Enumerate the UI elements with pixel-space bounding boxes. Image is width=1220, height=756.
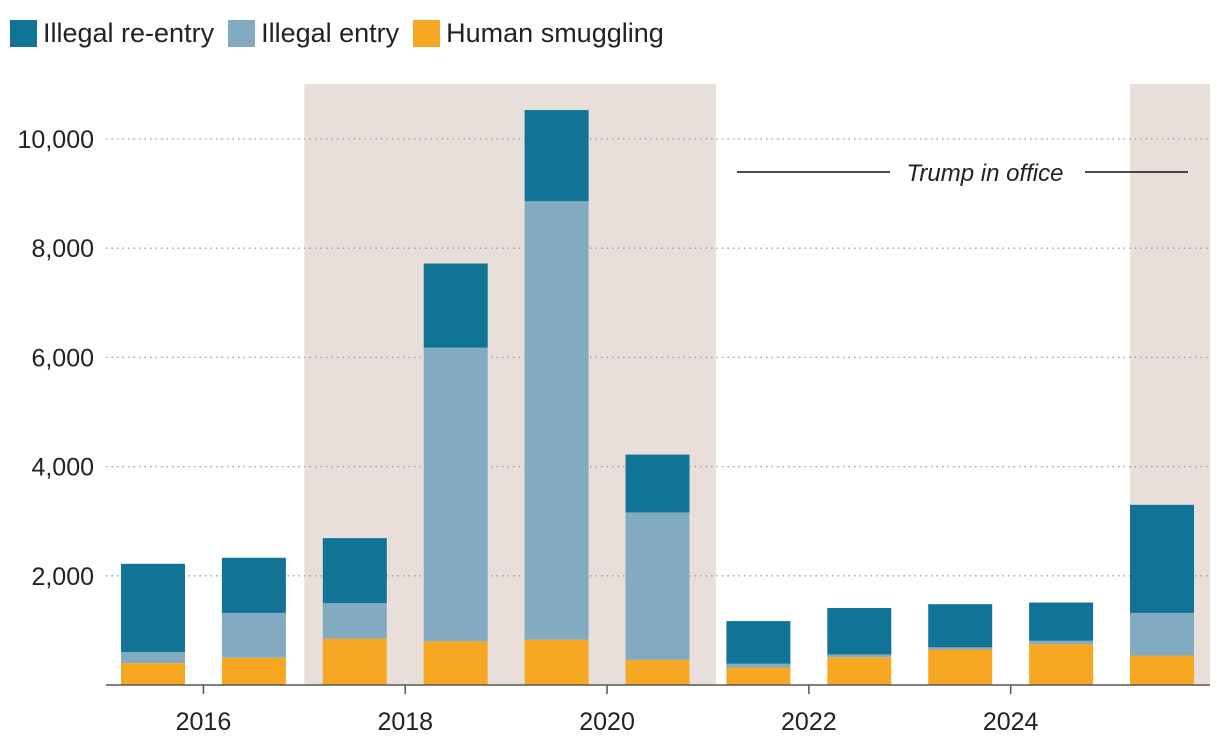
bar-segment-human-smuggling: [121, 663, 185, 685]
legend-label-illegal-entry: Illegal entry: [261, 18, 400, 48]
bar-segment-human-smuggling: [1130, 655, 1194, 685]
bar-segment-illegal-entry: [322, 603, 387, 639]
bar-segment-illegal-re-entry: [928, 604, 993, 648]
x-tick-label: 2022: [781, 708, 837, 736]
bar-segment-human-smuggling: [1029, 644, 1094, 685]
x-tick-label: 2020: [579, 708, 635, 736]
bar-segment-illegal-entry: [827, 654, 892, 658]
y-tick-label: 8,000: [31, 235, 94, 263]
bar-segment-human-smuggling: [423, 641, 488, 685]
annotation-text: Trump in office: [907, 160, 1064, 187]
bar-segment-illegal-re-entry: [827, 608, 892, 655]
legend-item-illegal-reentry: Illegal re-entry: [10, 18, 214, 49]
bar-segment-illegal-entry: [1029, 640, 1094, 645]
y-tick-label: 2,000: [31, 563, 94, 591]
bar-segment-illegal-re-entry: [625, 454, 690, 513]
bar-segment-illegal-entry: [121, 652, 185, 664]
legend-item-illegal-entry: Illegal entry: [228, 18, 399, 49]
legend-label-human-smuggling: Human smuggling: [446, 18, 664, 48]
bar-segment-illegal-entry: [524, 201, 589, 640]
x-tick-label: 2016: [176, 708, 232, 736]
bar-segment-human-smuggling: [524, 639, 589, 685]
x-tick-label: 2024: [983, 708, 1039, 736]
legend-swatch-human-smuggling: [413, 20, 441, 47]
bar-segment-illegal-entry: [423, 347, 488, 642]
bar-segment-illegal-entry: [1130, 612, 1194, 656]
bar-segment-illegal-re-entry: [221, 557, 286, 613]
bar-segment-human-smuggling: [827, 657, 892, 685]
bar-segment-illegal-re-entry: [121, 563, 185, 653]
bar-segment-illegal-re-entry: [423, 263, 488, 348]
legend: Illegal re-entry Illegal entry Human smu…: [10, 18, 664, 49]
bar-segment-illegal-re-entry: [524, 110, 589, 202]
bar-segment-illegal-re-entry: [1130, 504, 1194, 613]
bar-segment-human-smuggling: [625, 659, 690, 685]
legend-item-human-smuggling: Human smuggling: [413, 18, 664, 49]
x-tick-label: 2018: [377, 708, 433, 736]
bar-segment-illegal-entry: [221, 612, 286, 658]
bar-segment-human-smuggling: [928, 649, 993, 685]
y-tick-label: 4,000: [31, 454, 94, 482]
bar-segment-illegal-entry: [625, 512, 690, 660]
bar-segment-human-smuggling: [221, 657, 286, 685]
y-tick-label: 6,000: [31, 344, 94, 372]
bar-segment-illegal-re-entry: [1029, 602, 1094, 641]
legend-label-illegal-reentry: Illegal re-entry: [43, 18, 215, 48]
bar-segment-illegal-re-entry: [322, 538, 387, 604]
bar-segment-illegal-entry: [928, 647, 993, 650]
legend-swatch-illegal-reentry: [10, 20, 37, 47]
legend-swatch-illegal-entry: [228, 20, 256, 47]
bar-segment-human-smuggling: [322, 638, 387, 685]
bar-segment-illegal-re-entry: [726, 621, 791, 664]
bar-segment-human-smuggling: [726, 667, 791, 685]
bar-segment-illegal-entry: [726, 663, 791, 668]
y-tick-label: 10,000: [18, 126, 94, 154]
